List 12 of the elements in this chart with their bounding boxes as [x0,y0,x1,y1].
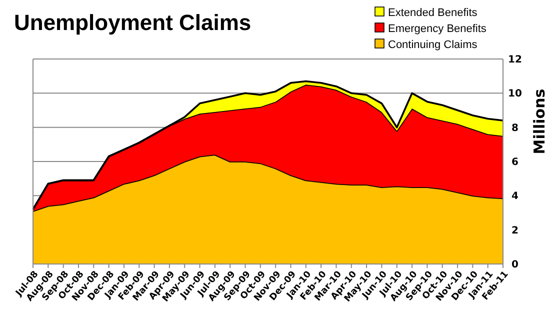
chart-title: Unemployment Claims [14,10,252,35]
y-tick-label: 2 [512,225,519,236]
legend-label: Emergency Benefits [388,22,487,35]
legend-label: Continuing Claims [388,38,478,51]
y-tick-label: 6 [512,157,519,168]
y-tick-label: 4 [512,191,519,202]
legend-label: Extended Benefits [388,6,478,19]
y-tick-label: 10 [508,88,522,100]
y-tick-label: 12 [508,54,522,66]
y-axis-title: Millions [530,88,548,154]
y-tick-label: 8 [512,122,519,134]
y-tick-label: 0 [512,260,519,270]
